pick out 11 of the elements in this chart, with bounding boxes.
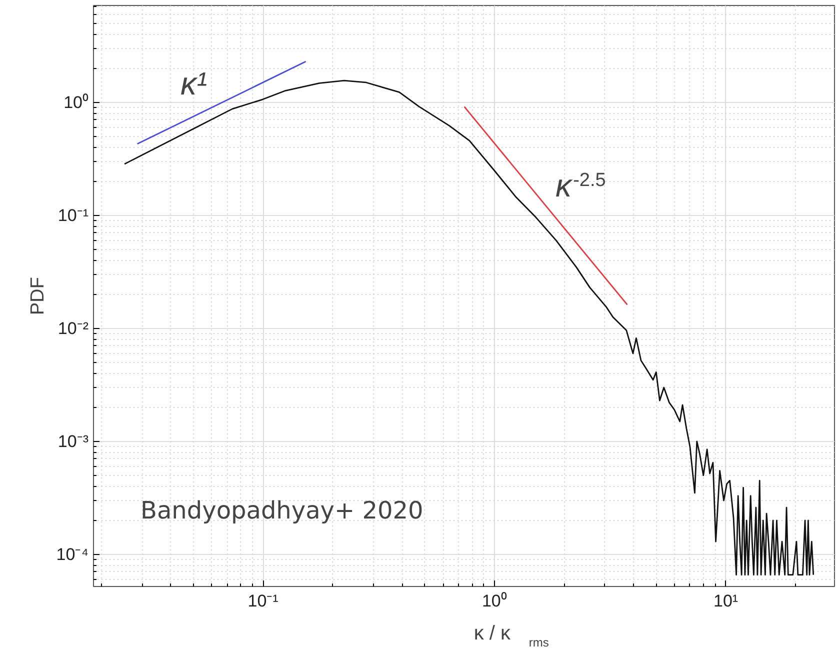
y-tick-label: 10⁻¹: [58, 206, 89, 225]
y-tick-label: 10⁰: [64, 92, 89, 112]
x-tick-label: 10¹: [714, 592, 738, 610]
annotation: Bandyopadhyay+ 2020: [140, 496, 424, 524]
x-tick-label: 10⁰: [482, 592, 507, 610]
y-tick-label: 10⁻³: [58, 432, 89, 451]
y-tick-label: 10⁻⁴: [56, 544, 89, 564]
y-axis-title: PDF: [27, 277, 48, 315]
x-tick-label: 10⁻¹: [248, 592, 279, 610]
y-tick-label: 10⁻²: [58, 318, 89, 338]
annotation: κ¹: [180, 66, 208, 102]
